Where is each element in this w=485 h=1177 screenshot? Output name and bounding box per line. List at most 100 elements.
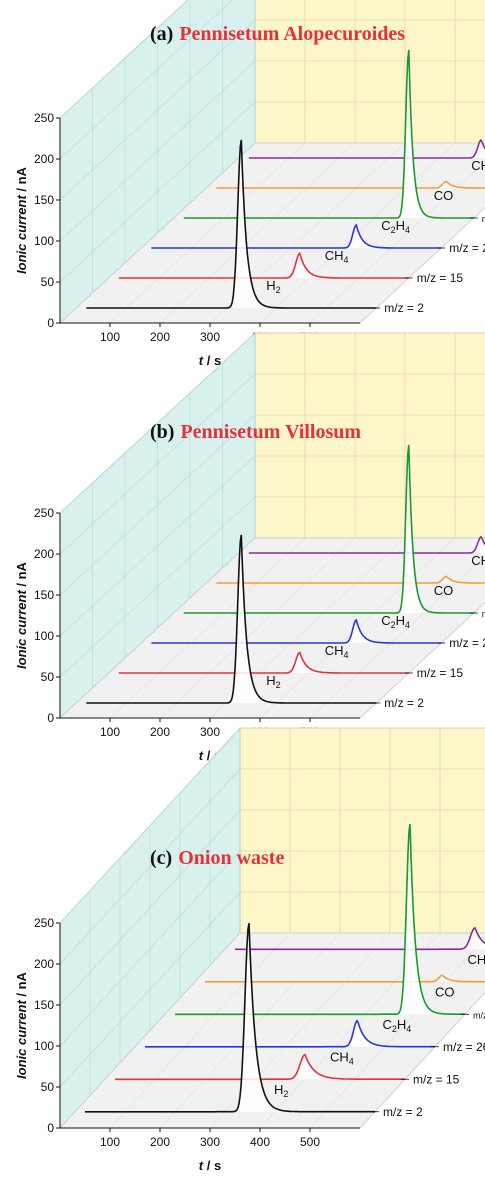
panel-label: (c): [150, 847, 172, 869]
species-label: CH4: [325, 643, 349, 660]
y-axis-quantity: Ionic current: [14, 590, 29, 669]
mz-label: m/z = 15: [417, 271, 464, 285]
species-label: C2H4: [383, 1017, 412, 1034]
species-subscript: 2: [392, 1024, 397, 1034]
species-subscript: 2: [276, 680, 281, 690]
side-wall-gridline: [59, 891, 241, 1088]
species-label: CH4: [325, 248, 349, 265]
species-label: CO: [434, 583, 454, 598]
side-wall-gridline: [59, 101, 256, 283]
back-wall: [239, 727, 485, 934]
chart-panel-1: CO2m/z = 44CH3CHOm/z = 29COm/z = 28C2H4m…: [14, 0, 485, 368]
y-tick-label: 100: [34, 234, 54, 248]
panel-sample-name: Pennisetum Villosum: [180, 421, 361, 443]
species-subscript: 4: [349, 1056, 354, 1066]
x-tick-label: 400: [250, 1135, 270, 1149]
series-line: [183, 444, 474, 614]
x-axis-symbol: t: [199, 748, 204, 763]
chart-panel-3: CO2m/z = 44CH3CHOm/z = 29COm/z = 28C2H4m…: [14, 726, 485, 1173]
x-tick-label: 300: [200, 1135, 220, 1149]
x-axis-title: t / s: [199, 1158, 221, 1173]
series-line: [86, 139, 377, 309]
mz-label: m/z = 28: [482, 609, 485, 619]
y-tick-label: 0: [47, 1121, 54, 1135]
y-tick-label: 150: [34, 193, 54, 207]
floor-gridline: [309, 556, 485, 719]
x-axis-symbol: t: [199, 1158, 204, 1173]
series-line: [118, 252, 409, 279]
y-tick-label: 150: [34, 588, 54, 602]
species-label: C2H4: [381, 613, 410, 630]
x-axis-symbol: t: [199, 353, 204, 368]
side-wall-gridline: [59, 0, 233, 160]
y-tick-label: 100: [34, 629, 54, 643]
species-subscript-2: 4: [405, 620, 410, 630]
side-wall-gridline: [59, 809, 241, 1006]
floor-gridline: [109, 932, 291, 1129]
series-line: [151, 618, 442, 644]
y-tick-label: 200: [34, 547, 54, 561]
side-wall-gridline: [59, 455, 256, 637]
series-fill: [145, 1020, 435, 1047]
x-tick-label: 100: [100, 725, 120, 739]
species-label: C2H4: [381, 218, 410, 235]
y-axis-unit: / nA: [14, 166, 29, 195]
panel-title: (b) Pennisetum Villosum: [150, 421, 361, 443]
y-tick-label: 250: [34, 506, 54, 520]
species-tail: H: [396, 218, 405, 233]
mz-label: m/z = 26: [449, 636, 485, 650]
y-tick-label: 50: [41, 275, 55, 289]
x-tick-label: 500: [300, 1135, 320, 1149]
species-tail: H: [396, 613, 405, 628]
y-tick-label: 200: [34, 957, 54, 971]
back-wall: [254, 0, 485, 144]
floor-gridline: [159, 142, 356, 324]
y-tick-label: 250: [34, 916, 54, 930]
mz-label: m/z = 15: [417, 666, 464, 680]
species-main: CO: [434, 188, 454, 203]
series-line: [183, 49, 474, 219]
panel-label: (a): [150, 23, 173, 45]
x-axis-unit: / s: [203, 1158, 221, 1173]
series-line: [151, 223, 442, 249]
species-subscript-2: 4: [405, 225, 410, 235]
mz-label: m/z = 2: [384, 301, 424, 315]
floor-gridline: [109, 142, 306, 324]
side-wall-gridline: [59, 373, 256, 555]
x-tick-label: 200: [150, 725, 170, 739]
x-axis-title: t / s: [199, 353, 221, 368]
species-subscript: 2: [276, 285, 281, 295]
species-main: CH: [325, 643, 344, 658]
series-fill: [175, 824, 465, 1015]
series-line: [205, 974, 485, 983]
species-label: CO: [434, 188, 454, 203]
x-tick-label: 200: [150, 330, 170, 344]
species-main: CO: [434, 583, 454, 598]
species-main: CH: [325, 248, 344, 263]
floor-gridline: [109, 537, 306, 719]
series-line: [248, 138, 485, 159]
y-tick-label: 150: [34, 998, 54, 1012]
species-subscript: 4: [344, 255, 349, 265]
floor-gridline: [309, 161, 485, 324]
chart-panel-2: CO2m/z = 44CH3CHOm/z = 29COm/z = 28C2H4m…: [14, 332, 485, 763]
y-axis-quantity: Ionic current: [14, 1000, 29, 1079]
panel-sample-name: Pennisetum Alopecuroides: [179, 23, 405, 45]
side-wall-gridline: [59, 414, 256, 596]
series-line: [216, 575, 485, 584]
panel-label: (b): [150, 421, 174, 443]
series-line: [86, 534, 377, 704]
species-main: CO: [435, 984, 455, 999]
species-label: H2: [266, 673, 280, 690]
species-label: CH3CHO: [471, 553, 485, 570]
species-subscript: 2: [391, 620, 396, 630]
species-main: CH: [330, 1049, 349, 1064]
species-main: CH: [471, 553, 485, 568]
y-axis-title: Ionic current / nA: [14, 166, 29, 274]
mz-label: m/z = 26: [443, 1040, 485, 1054]
species-main: H: [266, 673, 275, 688]
side-wall-gridline: [59, 496, 256, 678]
mz-label: m/z = 15: [413, 1072, 460, 1086]
x-tick-label: 100: [100, 330, 120, 344]
